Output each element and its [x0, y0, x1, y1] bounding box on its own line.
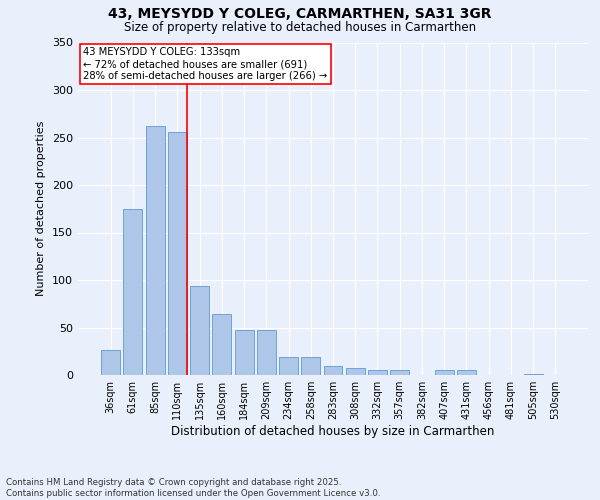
Text: Contains HM Land Registry data © Crown copyright and database right 2025.
Contai: Contains HM Land Registry data © Crown c… [6, 478, 380, 498]
Bar [279, 357, 298, 375]
Bar [235, 330, 254, 375]
Y-axis label: Number of detached properties: Number of detached properties [37, 121, 46, 296]
Bar [301, 357, 320, 375]
Bar [124, 209, 142, 375]
Bar [146, 126, 164, 375]
Bar [435, 370, 454, 375]
Bar [390, 370, 409, 375]
Text: Size of property relative to detached houses in Carmarthen: Size of property relative to detached ho… [124, 22, 476, 35]
Bar [190, 286, 209, 375]
Bar [212, 314, 231, 375]
Bar [346, 368, 365, 375]
Bar [368, 370, 387, 375]
X-axis label: Distribution of detached houses by size in Carmarthen: Distribution of detached houses by size … [172, 425, 494, 438]
Bar [457, 370, 476, 375]
Bar [168, 132, 187, 375]
Bar [524, 374, 542, 375]
Text: 43, MEYSYDD Y COLEG, CARMARTHEN, SA31 3GR: 43, MEYSYDD Y COLEG, CARMARTHEN, SA31 3G… [108, 8, 492, 22]
Bar [101, 350, 120, 375]
Bar [323, 366, 343, 375]
Bar [257, 330, 276, 375]
Text: 43 MEYSYDD Y COLEG: 133sqm
← 72% of detached houses are smaller (691)
28% of sem: 43 MEYSYDD Y COLEG: 133sqm ← 72% of deta… [83, 48, 328, 80]
